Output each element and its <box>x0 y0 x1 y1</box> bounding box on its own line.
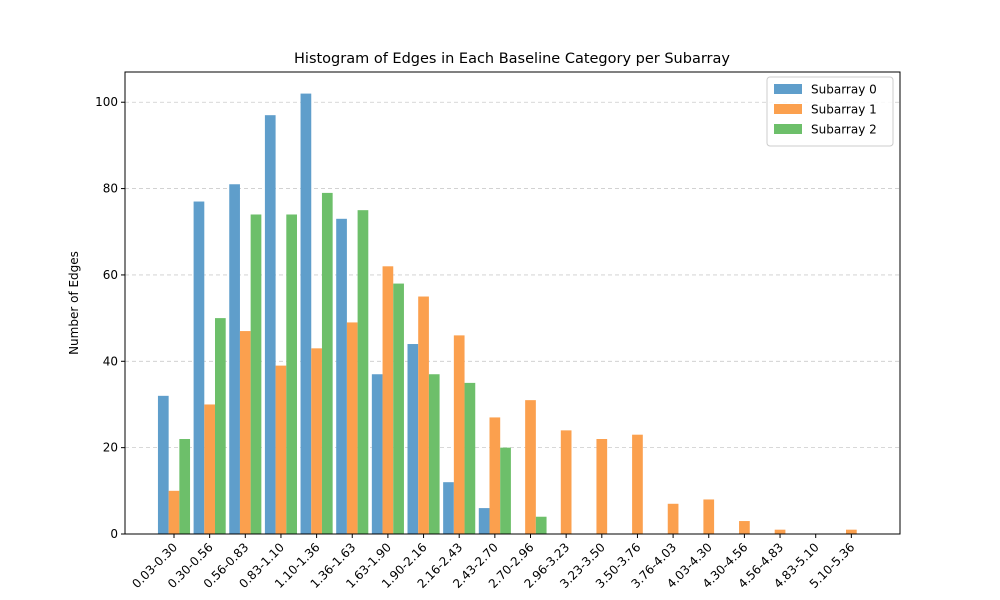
bar-subarray-1 <box>346 322 358 534</box>
bar-subarray-1 <box>525 400 536 534</box>
x-axis: 0.03-0.300.30-0.560.56-0.830.83-1.101.10… <box>129 534 857 591</box>
bar-subarray-1 <box>632 434 643 534</box>
bar-subarray-1 <box>418 296 429 534</box>
y-tick-label: 80 <box>103 182 118 196</box>
bar-subarray-2 <box>393 283 404 534</box>
bars <box>157 93 857 535</box>
bar-subarray-0 <box>264 115 276 535</box>
legend-swatch <box>774 124 802 134</box>
y-tick-label: 60 <box>103 268 118 282</box>
bar-subarray-2 <box>357 210 369 535</box>
chart-title: Histogram of Edges in Each Baseline Cate… <box>294 51 730 67</box>
bar-subarray-1 <box>239 331 251 534</box>
bar-subarray-1 <box>311 348 322 534</box>
bar-subarray-0 <box>371 374 383 534</box>
bar-subarray-2 <box>464 382 476 534</box>
bar-subarray-2 <box>215 318 226 534</box>
bar-subarray-0 <box>336 218 347 535</box>
bar-subarray-1 <box>596 439 608 534</box>
bar-subarray-0 <box>443 482 454 534</box>
bar-subarray-1 <box>204 404 215 534</box>
bar-subarray-2 <box>286 214 297 535</box>
bar-subarray-1 <box>168 490 180 534</box>
bar-subarray-2 <box>428 374 440 534</box>
bar-subarray-1 <box>846 529 857 534</box>
bar-subarray-2 <box>535 516 547 534</box>
bar-subarray-0 <box>478 508 490 534</box>
legend-label: Subarray 0 <box>811 83 877 97</box>
bar-subarray-0 <box>229 184 240 534</box>
bar-subarray-1 <box>275 365 287 534</box>
bar-subarray-0 <box>157 395 169 534</box>
legend-label: Subarray 2 <box>811 123 877 137</box>
bar-subarray-1 <box>560 430 572 534</box>
bar-subarray-2 <box>250 214 262 535</box>
bar-subarray-1 <box>739 521 750 534</box>
bar-subarray-1 <box>489 417 501 534</box>
y-tick-label: 100 <box>95 95 118 109</box>
plot-frame <box>124 71 901 535</box>
bar-subarray-1 <box>453 335 465 534</box>
y-axis: 0 20 40 60 80 100 <box>95 95 125 541</box>
y-tick-label: 20 <box>103 441 118 455</box>
bar-subarray-1 <box>703 499 715 534</box>
legend-swatch <box>774 104 802 114</box>
bar-subarray-2 <box>321 192 333 534</box>
bar-subarray-2 <box>500 447 511 534</box>
bar-subarray-1 <box>667 503 679 534</box>
bar-subarray-1 <box>774 529 786 534</box>
bar-subarray-0 <box>193 201 205 534</box>
bar-subarray-2 <box>179 439 191 534</box>
legend-swatch <box>774 84 802 94</box>
legend: Subarray 0 Subarray 1 Subarray 2 <box>766 76 894 147</box>
y-tick-label: 40 <box>103 354 118 368</box>
legend-label: Subarray 1 <box>811 103 877 117</box>
bar-subarray-0 <box>407 344 419 534</box>
y-tick-label: 0 <box>110 527 118 541</box>
bar-subarray-1 <box>382 266 394 534</box>
y-axis-label: Number of Edges <box>67 251 81 355</box>
bar-subarray-0 <box>300 93 312 534</box>
